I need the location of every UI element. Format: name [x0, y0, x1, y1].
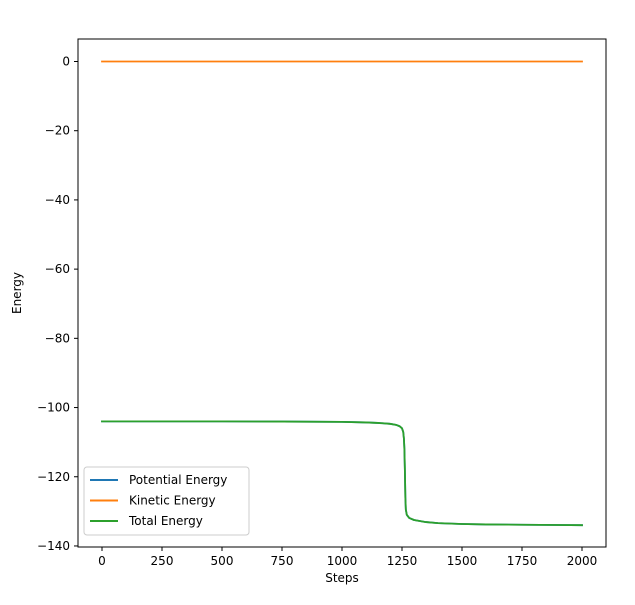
y-tick-label: −100	[37, 401, 70, 415]
x-tick-label: 1500	[447, 554, 478, 568]
y-tick-label: −80	[45, 331, 70, 345]
x-tick-label: 1000	[327, 554, 358, 568]
plot-background	[78, 39, 606, 547]
plot-area	[78, 39, 606, 547]
y-tick-label: −60	[45, 262, 70, 276]
y-tick-label: −20	[45, 124, 70, 138]
legend-label-kinetic-energy: Kinetic Energy	[129, 494, 216, 508]
y-tick-label: 0	[62, 54, 70, 68]
y-axis-label: Energy	[10, 272, 24, 314]
x-tick-label: 2000	[567, 554, 598, 568]
legend-label-total-energy: Total Energy	[128, 514, 203, 528]
x-tick-label: 750	[271, 554, 294, 568]
series-lines	[101, 60, 583, 527]
legend-box	[83, 466, 250, 536]
x-tick-label: 0	[98, 554, 106, 568]
series-line-total-energy	[101, 420, 583, 527]
y-tick-label: −120	[37, 470, 70, 484]
legend-label-potential-energy: Potential Energy	[129, 473, 227, 487]
y-tick-label: −40	[45, 193, 70, 207]
axes: 0 250 500 750 1000 1250 1500 1750 2000 0 −20 −40 −60…	[37, 38, 607, 568]
legend: Potential Energy Kinetic Energy Total Ener…	[83, 466, 250, 536]
x-axis-label: Steps	[325, 571, 359, 585]
x-tick-label: 250	[151, 554, 174, 568]
x-tick-label: 1750	[507, 554, 538, 568]
y-tick-label: −140	[37, 539, 70, 553]
x-tick-label: 1250	[387, 554, 418, 568]
x-tick-label: 500	[211, 554, 234, 568]
